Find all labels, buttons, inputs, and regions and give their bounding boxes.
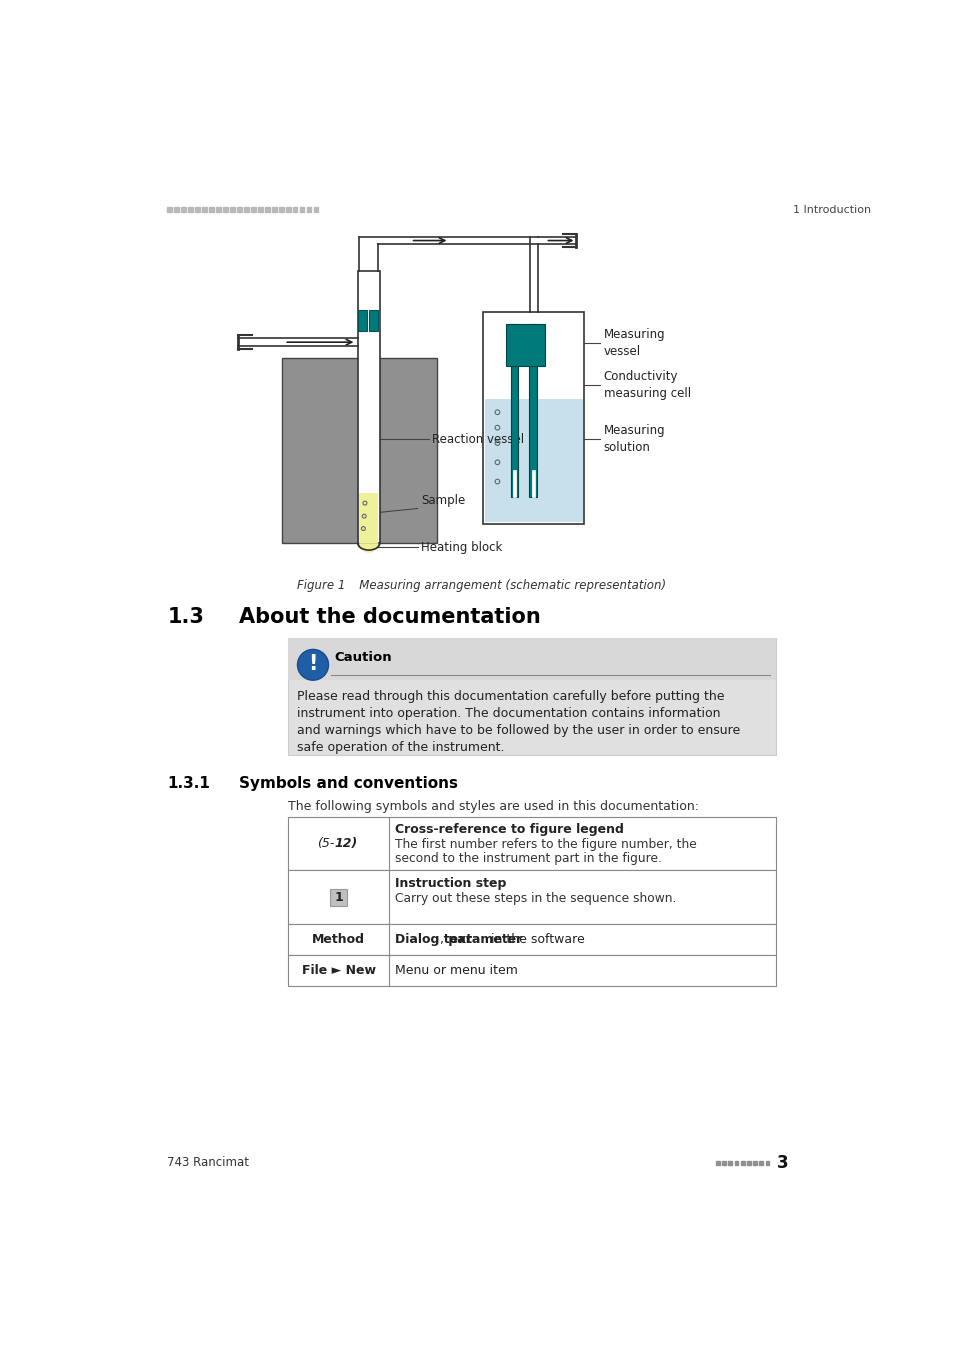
Bar	[299, 208, 304, 212]
Bar	[510, 324, 517, 497]
Bar	[216, 208, 220, 212]
Text: ,: ,	[439, 933, 444, 946]
Text: Measuring arrangement (schematic representation): Measuring arrangement (schematic represe…	[348, 579, 665, 593]
Bar	[195, 208, 199, 212]
Text: 3: 3	[776, 1154, 787, 1172]
Bar	[286, 208, 291, 212]
Text: Carry out these steps in the sequence shown.: Carry out these steps in the sequence sh…	[395, 892, 676, 904]
Bar	[330, 888, 347, 906]
Text: Cross-reference to figure legend: Cross-reference to figure legend	[395, 822, 623, 836]
Bar	[765, 1161, 769, 1165]
Bar	[288, 954, 776, 986]
Bar	[529, 324, 537, 497]
Text: Dialog text: Dialog text	[395, 933, 472, 946]
Bar	[288, 817, 776, 871]
Bar	[369, 310, 377, 331]
Text: instrument into operation. The documentation contains information: instrument into operation. The documenta…	[297, 707, 720, 720]
Bar	[288, 637, 776, 680]
Bar	[314, 208, 318, 212]
Wedge shape	[358, 543, 378, 552]
Bar	[236, 208, 241, 212]
Bar	[759, 1161, 762, 1165]
Bar	[278, 208, 283, 212]
Text: Sample: Sample	[421, 494, 465, 508]
Bar	[209, 208, 213, 212]
Text: Conductivity
measuring cell: Conductivity measuring cell	[603, 370, 690, 401]
Text: 743 Rancimat: 743 Rancimat	[167, 1157, 249, 1169]
Text: in the software: in the software	[486, 933, 584, 946]
Text: Reaction vessel: Reaction vessel	[431, 433, 523, 446]
Bar	[230, 208, 234, 212]
Bar	[513, 470, 516, 497]
Bar	[288, 871, 776, 925]
Text: Please read through this documentation carefully before putting the: Please read through this documentation c…	[297, 690, 724, 703]
Bar	[357, 271, 379, 543]
Text: About the documentation: About the documentation	[239, 608, 540, 626]
Text: Instruction step: Instruction step	[395, 876, 506, 890]
Bar	[728, 1161, 732, 1165]
Text: The following symbols and styles are used in this documentation:: The following symbols and styles are use…	[288, 799, 699, 813]
Bar	[716, 1161, 720, 1165]
Bar	[282, 358, 436, 543]
Bar	[721, 1161, 725, 1165]
Bar	[484, 400, 582, 522]
Bar	[174, 208, 179, 212]
Text: 1 Introduction: 1 Introduction	[793, 205, 871, 215]
Text: 12): 12)	[335, 837, 357, 850]
Bar	[531, 470, 534, 497]
Text: File ► New: File ► New	[301, 964, 375, 977]
Bar	[188, 208, 193, 212]
Circle shape	[297, 649, 328, 680]
Bar	[265, 208, 270, 212]
Bar	[202, 208, 207, 212]
Bar	[272, 208, 276, 212]
Bar	[181, 208, 186, 212]
Bar	[288, 925, 776, 954]
Text: 1.3: 1.3	[167, 608, 204, 626]
Bar	[251, 208, 255, 212]
Text: Method: Method	[312, 933, 365, 946]
Text: Measuring
vessel: Measuring vessel	[603, 328, 664, 358]
Text: second to the instrument part in the figure.: second to the instrument part in the fig…	[395, 852, 661, 865]
Bar	[293, 208, 297, 212]
Text: Measuring
solution: Measuring solution	[603, 424, 664, 454]
Text: Heating block: Heating block	[421, 540, 502, 553]
Text: and warnings which have to be followed by the user in order to ensure: and warnings which have to be followed b…	[297, 724, 740, 737]
Text: parameter: parameter	[443, 933, 522, 946]
Bar	[223, 208, 228, 212]
Bar	[746, 1161, 750, 1165]
Text: The first number refers to the figure number, the: The first number refers to the figure nu…	[395, 838, 697, 850]
Bar	[753, 1161, 757, 1165]
Text: Symbols and conventions: Symbols and conventions	[239, 776, 457, 791]
Bar	[257, 208, 262, 212]
Bar	[244, 208, 249, 212]
Text: !: !	[308, 653, 317, 674]
Bar	[505, 324, 544, 366]
Text: (5-: (5-	[317, 837, 335, 850]
Bar	[288, 637, 776, 755]
Bar	[167, 208, 172, 212]
Bar	[740, 1161, 744, 1165]
Bar	[358, 493, 378, 543]
Text: Menu or menu item: Menu or menu item	[395, 964, 517, 977]
Bar	[357, 310, 367, 331]
Text: 1: 1	[334, 891, 342, 904]
Text: Caution: Caution	[335, 651, 392, 664]
Bar	[734, 1161, 738, 1165]
Text: safe operation of the instrument.: safe operation of the instrument.	[297, 741, 504, 755]
Text: 1.3.1: 1.3.1	[167, 776, 210, 791]
Bar	[483, 312, 583, 524]
Text: Figure 1: Figure 1	[297, 579, 346, 593]
Bar	[307, 208, 311, 212]
